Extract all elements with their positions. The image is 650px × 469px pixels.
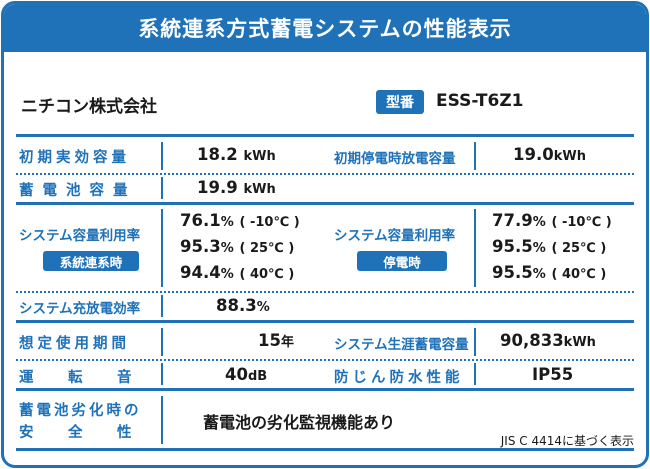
- model-number: ESS-T6Z1: [436, 91, 524, 111]
- model-badge: 型番: [376, 90, 424, 114]
- separator: [161, 328, 163, 356]
- separator: [161, 177, 163, 199]
- util-outage-value: 77.9% ( -10℃ ): [492, 211, 612, 230]
- divider: [16, 202, 634, 205]
- title: 系統連系方式蓄電システムの性能表示: [4, 4, 646, 52]
- initial-capacity-label: 初期実効容量: [19, 150, 130, 166]
- util-grid-value: 76.1% ( -10℃ ): [180, 211, 300, 230]
- separator: [161, 142, 163, 170]
- outage-tag: 停電時: [357, 251, 447, 271]
- lifetime-storage-label: システム生涯蓄電容量: [334, 337, 469, 353]
- util-grid-label: システム容量利用率: [19, 228, 141, 244]
- util-grid-value: 95.3% ( 25℃ ): [180, 237, 295, 256]
- outage-capacity-value: 19.0kWh: [513, 145, 586, 164]
- grid-connected-tag: 系統連系時: [43, 251, 139, 271]
- safety-value: 蓄電池の劣化監視機能あり: [203, 413, 396, 432]
- util-outage-value: 95.5% ( 40℃ ): [492, 263, 607, 282]
- initial-capacity-value: 18.2 kWh: [197, 145, 276, 164]
- divider: [16, 359, 634, 361]
- util-outage-label: システム容量利用率: [334, 228, 456, 244]
- lifetime-value: 15年: [258, 331, 294, 350]
- separator: [161, 396, 163, 444]
- safety-label-line2: 安 全 性: [19, 425, 142, 441]
- divider: [16, 291, 634, 293]
- waterproof-label: 防じん防水性能: [334, 370, 464, 386]
- jis-footnote: JIS C 4414に基づく表示: [500, 434, 634, 448]
- lifetime-storage-value: 90,833kWh: [500, 331, 596, 350]
- divider: [16, 320, 634, 323]
- noise-value: 40dB: [225, 365, 268, 384]
- outage-capacity-label: 初期停電時放電容量: [334, 151, 456, 167]
- divider: [16, 448, 634, 451]
- separator: [161, 363, 163, 385]
- safety-label-line1: 蓄電池劣化時の: [19, 403, 142, 419]
- separator: [474, 142, 476, 170]
- battery-capacity-value: 19.9 kWh: [197, 178, 276, 197]
- efficiency-label: システム充放電効率: [19, 301, 141, 317]
- separator: [474, 363, 476, 385]
- noise-label: 運 転 音: [19, 370, 142, 386]
- divider: [16, 134, 634, 137]
- util-outage-value: 95.5% ( 25℃ ): [492, 237, 607, 256]
- divider: [16, 173, 634, 175]
- util-grid-value: 94.4% ( 40℃ ): [180, 263, 295, 282]
- lifetime-label: 想定使用期間: [19, 336, 130, 352]
- separator: [161, 209, 163, 287]
- separator: [474, 209, 476, 287]
- efficiency-value: 88.3%: [216, 296, 270, 315]
- divider: [16, 388, 634, 391]
- manufacturer-name: ニチコン株式会社: [21, 97, 157, 117]
- separator: [474, 328, 476, 356]
- separator: [161, 295, 163, 317]
- waterproof-value: IP55: [532, 365, 574, 384]
- battery-capacity-label: 蓄電池容量: [19, 183, 137, 199]
